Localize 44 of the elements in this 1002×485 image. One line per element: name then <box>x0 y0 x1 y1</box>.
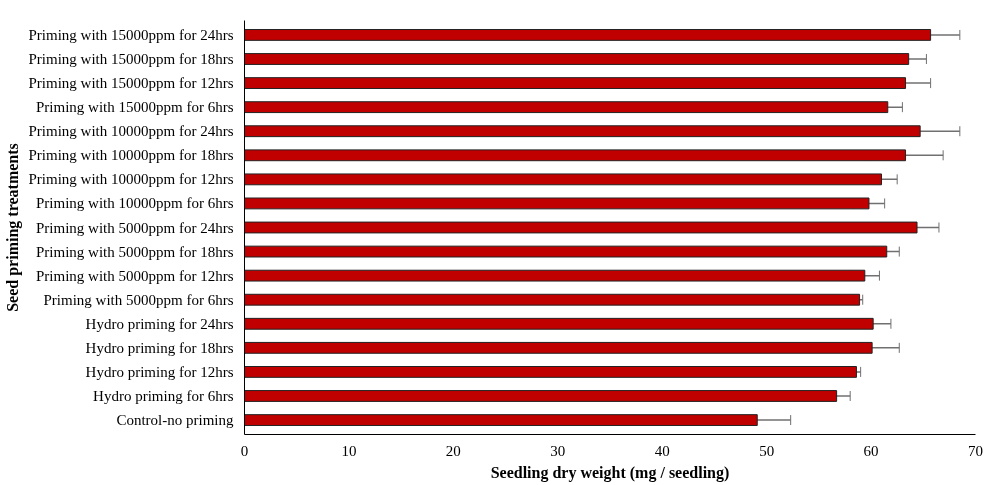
bar <box>244 125 921 138</box>
x-tick-label: 70 <box>968 442 983 459</box>
y-tick-label: Priming with 5000ppm for 24hrs <box>36 219 234 236</box>
y-tick-label: Priming with 5000ppm for 18hrs <box>36 243 234 260</box>
y-tick-label: Priming with 10000ppm for 18hrs <box>28 147 234 164</box>
y-axis-title: Seed priming treatments <box>3 143 22 312</box>
bar <box>244 101 889 114</box>
bar <box>244 269 866 282</box>
bar <box>244 317 874 330</box>
y-tick-label: Hydro priming for 24hrs <box>85 315 234 332</box>
bar <box>244 29 932 41</box>
y-tick-label: Hydro priming for 6hrs <box>93 387 234 404</box>
y-tick-label: Hydro priming for 18hrs <box>85 339 234 356</box>
x-tick-label: 40 <box>654 442 670 459</box>
bar <box>244 149 907 162</box>
x-tick-label: 10 <box>341 442 357 459</box>
bar <box>244 293 861 306</box>
bar <box>244 414 758 426</box>
y-tick-label: Control-no priming <box>116 412 234 429</box>
x-tick-label: 50 <box>759 442 775 459</box>
y-tick-label: Priming with 10000ppm for 6hrs <box>36 195 234 212</box>
x-tick-label: 60 <box>863 442 879 459</box>
y-tick-label: Priming with 15000ppm for 6hrs <box>36 99 234 116</box>
bar <box>244 221 918 234</box>
x-tick-label: 30 <box>550 442 566 459</box>
y-tick-label: Priming with 15000ppm for 24hrs <box>28 26 234 43</box>
x-axis-title: Seedling dry weight (mg / seedling) <box>490 463 730 482</box>
y-tick-label: Hydro priming for 12hrs <box>85 363 234 380</box>
bar <box>244 53 910 65</box>
bar <box>244 197 870 210</box>
bar <box>244 77 907 89</box>
x-tick-label: 0 <box>240 442 249 459</box>
x-tick-label: 20 <box>445 442 461 459</box>
bar <box>244 390 838 402</box>
y-tick-label: Priming with 15000ppm for 12hrs <box>28 75 234 92</box>
bar <box>244 366 857 378</box>
bar <box>244 245 888 258</box>
y-tick-label: Priming with 10000ppm for 12hrs <box>28 171 234 188</box>
y-tick-label: Priming with 10000ppm for 24hrs <box>28 123 234 140</box>
y-tick-label: Priming with 5000ppm for 6hrs <box>43 291 234 308</box>
y-tick-label: Priming with 5000ppm for 12hrs <box>36 267 234 284</box>
bar <box>244 173 883 186</box>
y-tick-label: Priming with 15000ppm for 18hrs <box>28 51 234 68</box>
bar <box>244 341 873 354</box>
